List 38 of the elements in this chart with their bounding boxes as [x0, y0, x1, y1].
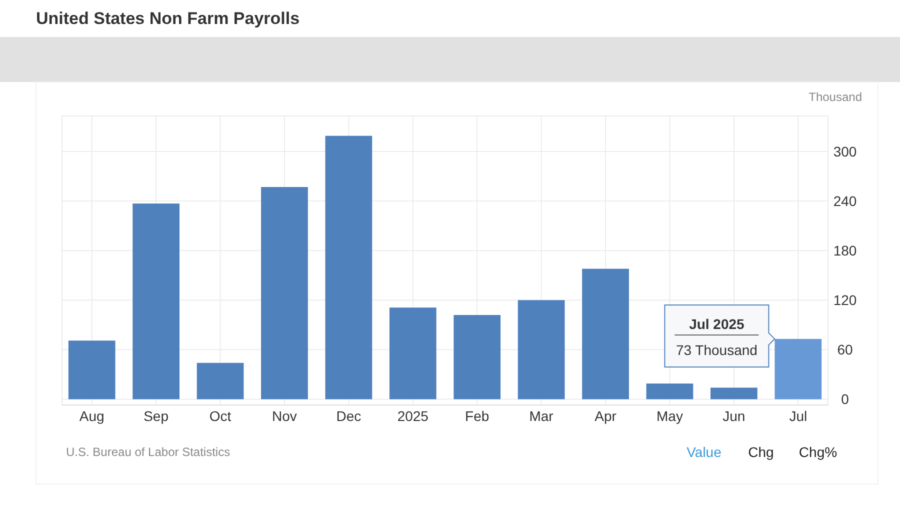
- bar: [68, 340, 116, 400]
- text: Chg: [748, 444, 774, 460]
- x-tick-label: Mar: [529, 408, 554, 424]
- x-tick-label: Jun: [722, 408, 746, 424]
- x-tick-label: Apr: [594, 408, 617, 424]
- x-tick-label: Jul: [789, 408, 808, 424]
- x-tick-label: Dec: [336, 408, 362, 424]
- x-tick-label: 2025: [397, 408, 429, 424]
- bar: [582, 268, 629, 400]
- bar: [196, 362, 244, 400]
- bar: [389, 308, 436, 400]
- y-tick-label: 240: [833, 193, 857, 210]
- bar: [454, 314, 501, 400]
- bar: [774, 338, 822, 400]
- x-tick-label: May: [656, 408, 683, 424]
- text: Chg%: [798, 444, 838, 460]
- y-tick-label: 0: [841, 391, 850, 408]
- text: Value: [686, 444, 722, 460]
- text: U.S. Bureau of Labor Statistics: [66, 445, 230, 459]
- x-tick-label: Nov: [272, 408, 297, 424]
- y-tick-label: 300: [833, 144, 857, 160]
- chart-title: United States Non Farm Payrolls: [36, 9, 300, 28]
- bar: [518, 300, 565, 400]
- bar: [132, 204, 180, 400]
- x-tick-label: Sep: [144, 408, 169, 424]
- y-tick-label: 60: [837, 342, 853, 358]
- y-tick-label: 120: [833, 292, 857, 308]
- bar: [261, 187, 308, 400]
- y-axis-title: Thousand: [808, 90, 862, 104]
- annotation: Jul 2025: [689, 316, 745, 332]
- x-tick-label: Feb: [465, 408, 490, 424]
- bar: [710, 388, 758, 400]
- x-tick-label: Aug: [79, 408, 104, 424]
- bar: [325, 136, 372, 400]
- y-tick-label: 180: [833, 242, 857, 259]
- bar: [646, 384, 694, 400]
- x-tick-label: Oct: [209, 408, 232, 424]
- annotation: 73 Thousand: [676, 342, 758, 358]
